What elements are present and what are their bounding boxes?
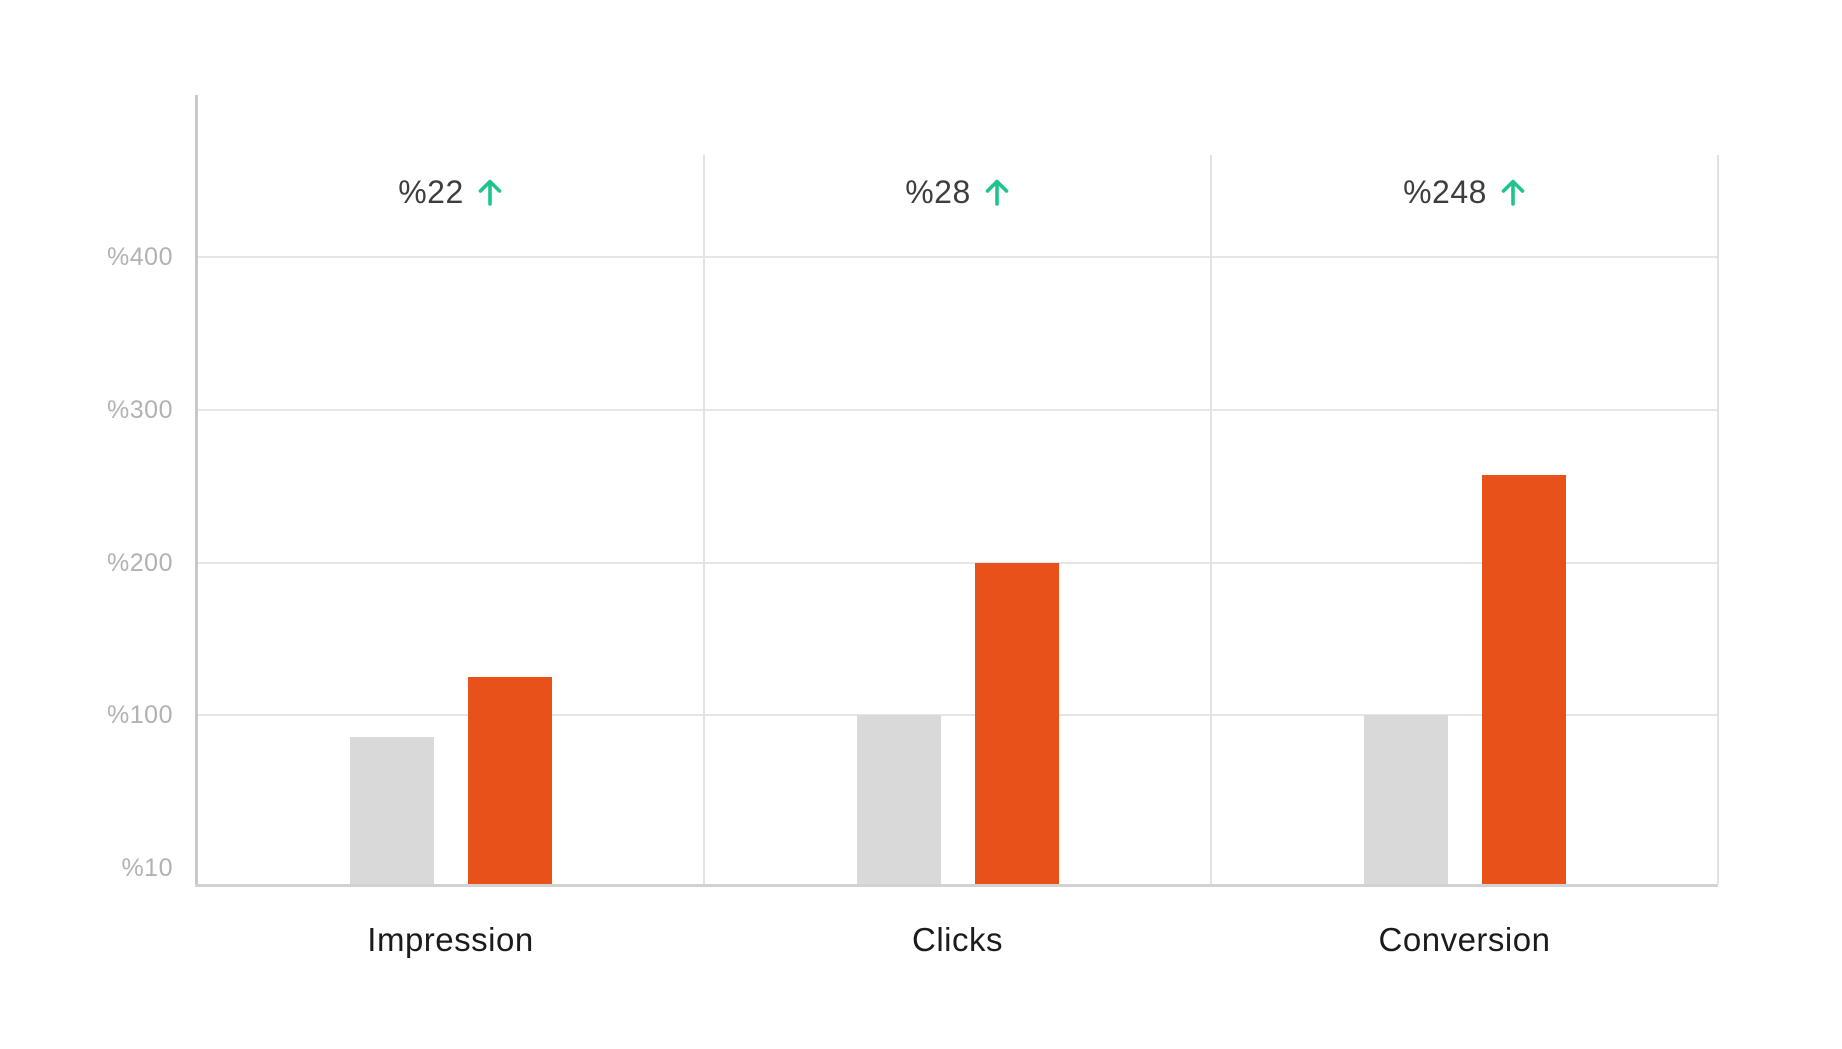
panel-divider <box>703 155 705 884</box>
y-axis-tick-label: %200 <box>107 548 173 577</box>
up-arrow-icon <box>1500 177 1526 207</box>
bar-gray-conversion <box>1363 715 1448 884</box>
y-axis-line <box>195 95 198 887</box>
growth-value: %248 <box>1403 173 1487 210</box>
gridline <box>197 256 1718 258</box>
growth-value: %22 <box>398 173 464 210</box>
gridline <box>197 408 1718 411</box>
growth-annotation: %28 <box>798 172 1118 212</box>
y-axis-tick-label: %10 <box>121 854 173 882</box>
panel-divider <box>1210 155 1212 884</box>
up-arrow-icon <box>984 177 1010 207</box>
y-axis-tick-label: %100 <box>107 701 173 730</box>
bar-orange-conversion <box>1481 475 1566 884</box>
y-axis-tick-label: %300 <box>107 395 173 424</box>
x-axis-line <box>195 884 1718 887</box>
growth-annotation: %248 <box>1305 172 1625 212</box>
bar-orange-clicks <box>974 562 1059 884</box>
bar-orange-impression <box>467 677 552 884</box>
category-label-impression: Impression <box>367 921 534 958</box>
growth-value: %28 <box>905 173 971 210</box>
gridline <box>197 714 1718 717</box>
category-label-conversion: Conversion <box>1378 921 1551 958</box>
panel-divider <box>1717 155 1719 884</box>
growth-annotation: %22 <box>291 172 611 212</box>
y-axis-tick-label: %400 <box>107 243 173 271</box>
gridline <box>197 561 1718 564</box>
up-arrow-icon <box>477 177 503 207</box>
category-label-clicks: Clicks <box>912 921 1003 958</box>
bar-gray-impression <box>349 737 434 884</box>
bar-gray-clicks <box>856 715 941 884</box>
